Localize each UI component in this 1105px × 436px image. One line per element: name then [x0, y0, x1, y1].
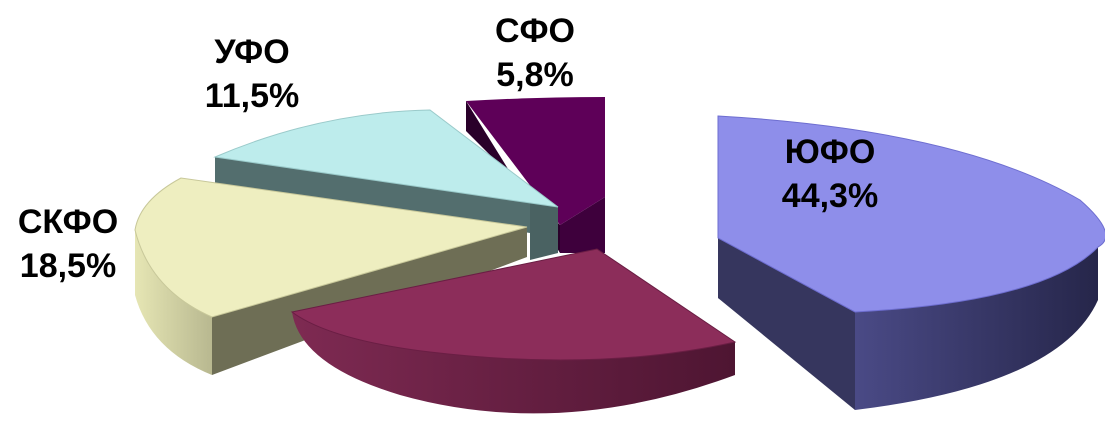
slice-yufo-side-front	[718, 238, 855, 410]
slice-ufo-side-front	[215, 157, 530, 233]
slice-sfo-side-right	[560, 197, 605, 253]
slice-skfo-top	[134, 177, 528, 318]
label-sfo-value: 5,8%	[496, 56, 574, 94]
label-ufo-name: УФО	[214, 33, 289, 71]
label-ufo-value: 11,5%	[205, 77, 300, 115]
slice-yufo-top	[717, 115, 1105, 313]
label-sfo-name: СФО	[495, 12, 575, 50]
label-skfo-name: СКФО	[18, 203, 118, 241]
slice-yufo	[717, 115, 1105, 410]
slice-skfo-side-curve	[135, 178, 212, 375]
slice-yufo-side-curve	[855, 247, 1098, 410]
slice-ufo-top	[213, 109, 559, 208]
slice-crimson-top	[290, 248, 737, 361]
slice-sfo-top	[466, 97, 605, 225]
slice-ufo-side-right	[530, 203, 558, 260]
slice-ufo	[213, 109, 559, 260]
label-yufo-name: ЮФО	[785, 133, 876, 171]
label-skfo-value: 18,5%	[20, 247, 116, 285]
label-yufo-value: 44,3%	[782, 177, 878, 215]
slice-crimson	[290, 248, 737, 414]
